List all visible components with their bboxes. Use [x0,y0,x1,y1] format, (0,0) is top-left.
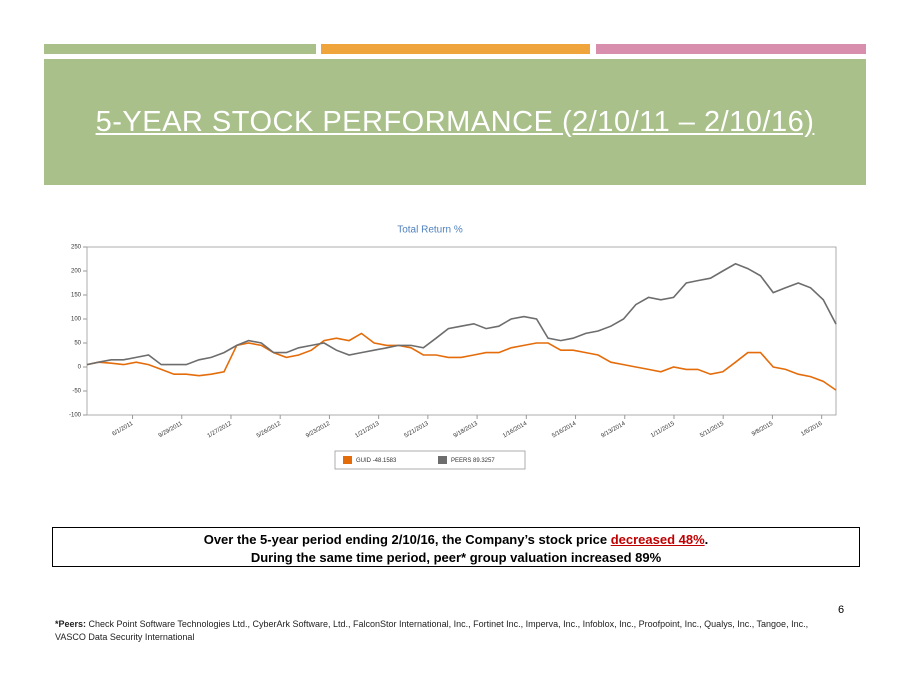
footnote: *Peers: Check Point Software Technologie… [55,618,815,644]
footnote-label: *Peers: [55,619,87,629]
x-tick-label: 1/27/2012 [207,421,234,440]
legend-box [334,450,526,470]
x-tick-label: 9/8/2015 [751,421,775,438]
y-tick-label: 250 [71,245,82,251]
legend-label: PEERS 89.3257 [451,458,495,464]
x-tick-label: 1/21/2013 [354,421,381,440]
callout-line: Over the 5-year period ending 2/10/16, t… [53,531,859,549]
chart: Total Return % -100 -50 0 50 100 150 200 250 6/1/… [69,225,837,470]
slide-title: 5-YEAR STOCK PERFORMANCE (2/10/11 – 2/10… [95,105,815,138]
x-tick-label: 9/23/2012 [305,421,332,440]
legend-swatch [438,456,447,464]
chart-title: Total Return % [397,225,463,236]
callout-highlight: decreased 48% [610,532,705,547]
x-tick-label: 5/21/2013 [404,421,431,440]
y-tick-label: 0 [78,365,82,371]
y-tick-label: 100 [71,317,82,323]
series-line [86,332,837,391]
x-tick-label: 1/6/2016 [800,421,824,438]
y-tick-label: -50 [72,389,81,395]
x-tick-label: 5/26/2012 [256,421,283,440]
x-tick-label: 9/29/2011 [158,421,184,440]
callout-box: Over the 5-year period ending 2/10/16, t… [52,527,860,567]
y-tick-label: 200 [71,269,82,275]
accent-bar [44,44,316,54]
accent-bar [596,44,866,54]
x-tick-label: 9/13/2014 [600,421,627,440]
footnote-text: Check Point Software Technologies Ltd., … [55,619,809,642]
header-band: 5-YEAR STOCK PERFORMANCE (2/10/11 – 2/10… [44,59,866,185]
y-tick-label: 150 [71,293,82,299]
page-number: 6 [838,604,845,616]
callout-text: . [704,532,709,547]
x-tick-label: 5/16/2014 [551,421,578,440]
x-tick-label: 9/18/2013 [453,421,480,440]
callout-line: During the same time period, peer* group… [250,550,662,565]
x-tick-label: 1/11/2015 [650,421,676,440]
x-tick-label: 5/11/2015 [699,421,725,440]
callout-text: Over the 5-year period ending 2/10/16, t… [203,532,611,547]
x-tick-label: 1/16/2014 [502,421,529,440]
accent-bar [321,44,590,54]
y-tick-label: 50 [74,341,81,347]
series-line [86,262,837,366]
plot-frame [86,246,837,416]
y-tick-label: -100 [69,413,82,419]
legend-label: GUID -48.1583 [356,458,397,464]
x-tick-label: 6/1/2011 [111,421,134,438]
legend-swatch [343,456,352,464]
